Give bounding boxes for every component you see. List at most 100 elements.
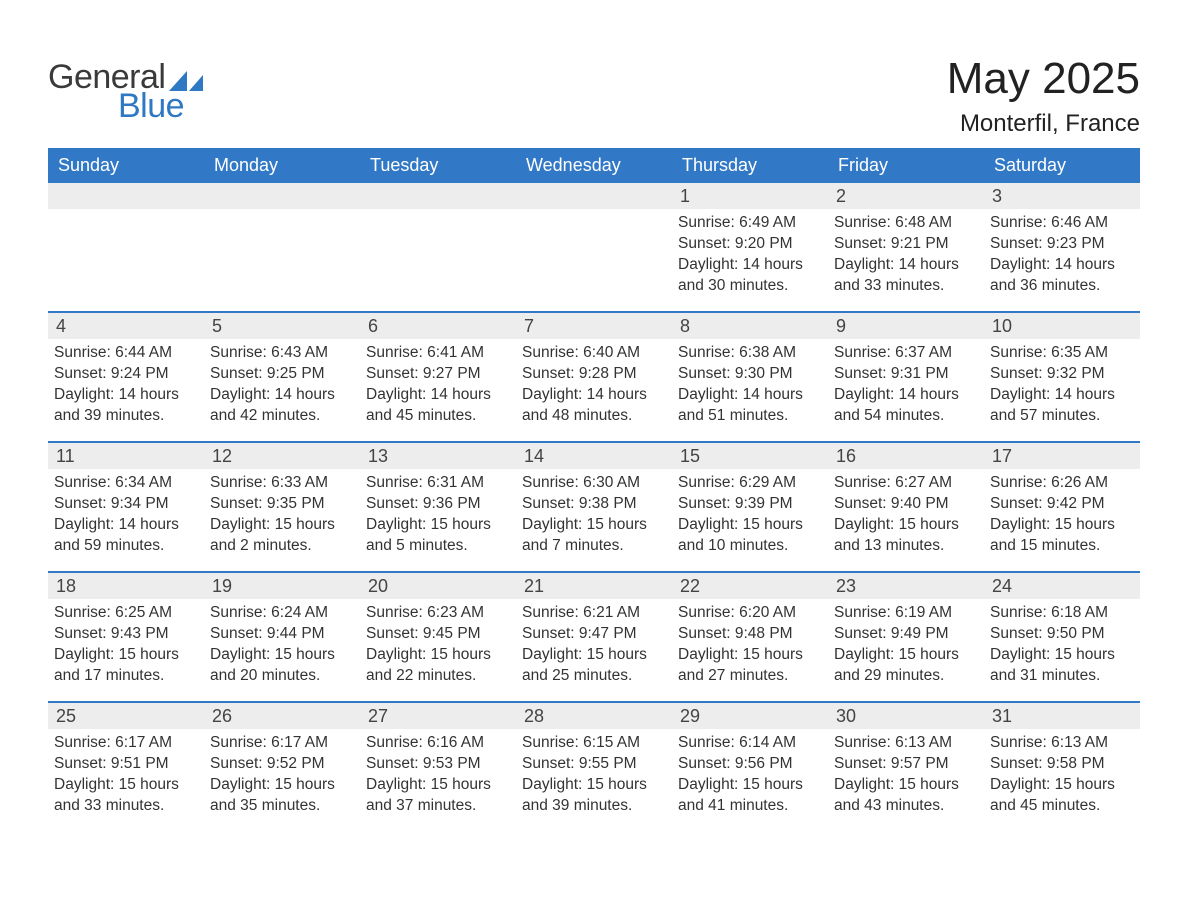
day-detail-line: and 5 minutes. xyxy=(366,536,510,557)
day-detail-line: Daylight: 15 hours xyxy=(54,645,198,666)
day-detail-line: Sunrise: 6:19 AM xyxy=(834,603,978,624)
day-detail-line: and 39 minutes. xyxy=(522,796,666,817)
day-detail-line: Daylight: 15 hours xyxy=(990,775,1134,796)
day-detail-line: Sunrise: 6:20 AM xyxy=(678,603,822,624)
day-detail-line: Sunrise: 6:40 AM xyxy=(522,343,666,364)
day-detail-line: Sunrise: 6:17 AM xyxy=(210,733,354,754)
day-detail-line: Sunset: 9:39 PM xyxy=(678,494,822,515)
day-number: 2 xyxy=(828,183,984,209)
day-details: Sunrise: 6:27 AMSunset: 9:40 PMDaylight:… xyxy=(828,469,984,561)
day-detail-line: and 31 minutes. xyxy=(990,666,1134,687)
day-detail-line: Sunset: 9:47 PM xyxy=(522,624,666,645)
calendar-day-cell: 15Sunrise: 6:29 AMSunset: 9:39 PMDayligh… xyxy=(672,443,828,571)
day-details: Sunrise: 6:16 AMSunset: 9:53 PMDaylight:… xyxy=(360,729,516,821)
day-details: Sunrise: 6:13 AMSunset: 9:57 PMDaylight:… xyxy=(828,729,984,821)
calendar-day-cell: 16Sunrise: 6:27 AMSunset: 9:40 PMDayligh… xyxy=(828,443,984,571)
day-detail-line: Sunset: 9:48 PM xyxy=(678,624,822,645)
day-detail-line: Sunrise: 6:24 AM xyxy=(210,603,354,624)
calendar-day-cell: 27Sunrise: 6:16 AMSunset: 9:53 PMDayligh… xyxy=(360,703,516,831)
day-details: Sunrise: 6:49 AMSunset: 9:20 PMDaylight:… xyxy=(672,209,828,301)
day-number: 16 xyxy=(828,443,984,469)
day-detail-line: Sunset: 9:52 PM xyxy=(210,754,354,775)
day-detail-line: Daylight: 14 hours xyxy=(54,515,198,536)
day-details: Sunrise: 6:40 AMSunset: 9:28 PMDaylight:… xyxy=(516,339,672,431)
day-detail-line: Daylight: 15 hours xyxy=(522,645,666,666)
day-number: 6 xyxy=(360,313,516,339)
day-details: Sunrise: 6:35 AMSunset: 9:32 PMDaylight:… xyxy=(984,339,1140,431)
day-detail-line: and 36 minutes. xyxy=(990,276,1134,297)
dow-saturday: Saturday xyxy=(984,148,1140,183)
calendar-day-cell: 4Sunrise: 6:44 AMSunset: 9:24 PMDaylight… xyxy=(48,313,204,441)
calendar-week: 18Sunrise: 6:25 AMSunset: 9:43 PMDayligh… xyxy=(48,571,1140,701)
calendar-day-cell: 24Sunrise: 6:18 AMSunset: 9:50 PMDayligh… xyxy=(984,573,1140,701)
calendar-day-cell: 8Sunrise: 6:38 AMSunset: 9:30 PMDaylight… xyxy=(672,313,828,441)
title-block: May 2025 Monterfil, France xyxy=(947,40,1140,138)
brand-word-2: Blue xyxy=(118,87,184,126)
day-detail-line: Sunrise: 6:13 AM xyxy=(834,733,978,754)
day-detail-line: Sunset: 9:43 PM xyxy=(54,624,198,645)
day-detail-line: Daylight: 14 hours xyxy=(210,385,354,406)
calendar-day-cell: 22Sunrise: 6:20 AMSunset: 9:48 PMDayligh… xyxy=(672,573,828,701)
day-number: 26 xyxy=(204,703,360,729)
day-detail-line: Sunrise: 6:41 AM xyxy=(366,343,510,364)
location-label: Monterfil, France xyxy=(947,110,1140,138)
day-detail-line: Sunset: 9:24 PM xyxy=(54,364,198,385)
day-details xyxy=(360,209,516,217)
day-detail-line: Sunrise: 6:48 AM xyxy=(834,213,978,234)
day-details: Sunrise: 6:13 AMSunset: 9:58 PMDaylight:… xyxy=(984,729,1140,821)
day-detail-line: and 20 minutes. xyxy=(210,666,354,687)
day-detail-line: Daylight: 14 hours xyxy=(990,255,1134,276)
day-number: 24 xyxy=(984,573,1140,599)
day-detail-line: and 29 minutes. xyxy=(834,666,978,687)
day-detail-line: Sunrise: 6:34 AM xyxy=(54,473,198,494)
day-number: 11 xyxy=(48,443,204,469)
day-detail-line: Sunset: 9:35 PM xyxy=(210,494,354,515)
day-number: 1 xyxy=(672,183,828,209)
day-details: Sunrise: 6:26 AMSunset: 9:42 PMDaylight:… xyxy=(984,469,1140,561)
calendar-day-cell: 1Sunrise: 6:49 AMSunset: 9:20 PMDaylight… xyxy=(672,183,828,311)
calendar-day-cell: 31Sunrise: 6:13 AMSunset: 9:58 PMDayligh… xyxy=(984,703,1140,831)
day-details: Sunrise: 6:25 AMSunset: 9:43 PMDaylight:… xyxy=(48,599,204,691)
day-detail-line: Sunset: 9:36 PM xyxy=(366,494,510,515)
day-detail-line: Sunset: 9:40 PM xyxy=(834,494,978,515)
weeks-container: 1Sunrise: 6:49 AMSunset: 9:20 PMDaylight… xyxy=(48,183,1140,831)
day-details: Sunrise: 6:17 AMSunset: 9:52 PMDaylight:… xyxy=(204,729,360,821)
day-detail-line: and 27 minutes. xyxy=(678,666,822,687)
day-details: Sunrise: 6:41 AMSunset: 9:27 PMDaylight:… xyxy=(360,339,516,431)
day-detail-line: Sunset: 9:50 PM xyxy=(990,624,1134,645)
calendar-day-cell: 9Sunrise: 6:37 AMSunset: 9:31 PMDaylight… xyxy=(828,313,984,441)
day-detail-line: Daylight: 15 hours xyxy=(834,775,978,796)
calendar-day-cell: 11Sunrise: 6:34 AMSunset: 9:34 PMDayligh… xyxy=(48,443,204,571)
day-detail-line: and 33 minutes. xyxy=(54,796,198,817)
day-detail-line: Sunrise: 6:13 AM xyxy=(990,733,1134,754)
calendar-week: 11Sunrise: 6:34 AMSunset: 9:34 PMDayligh… xyxy=(48,441,1140,571)
day-detail-line: Daylight: 15 hours xyxy=(834,515,978,536)
day-detail-line: and 15 minutes. xyxy=(990,536,1134,557)
day-number: 27 xyxy=(360,703,516,729)
day-detail-line: Daylight: 15 hours xyxy=(366,645,510,666)
day-detail-line: Daylight: 15 hours xyxy=(990,645,1134,666)
day-detail-line: Sunrise: 6:30 AM xyxy=(522,473,666,494)
day-details: Sunrise: 6:46 AMSunset: 9:23 PMDaylight:… xyxy=(984,209,1140,301)
day-detail-line: Sunrise: 6:43 AM xyxy=(210,343,354,364)
day-number: 31 xyxy=(984,703,1140,729)
day-detail-line: Sunrise: 6:16 AM xyxy=(366,733,510,754)
day-detail-line: Sunset: 9:55 PM xyxy=(522,754,666,775)
calendar-day-cell xyxy=(516,183,672,311)
day-detail-line: Sunset: 9:28 PM xyxy=(522,364,666,385)
day-detail-line: Daylight: 15 hours xyxy=(210,645,354,666)
dow-friday: Friday xyxy=(828,148,984,183)
calendar-week: 25Sunrise: 6:17 AMSunset: 9:51 PMDayligh… xyxy=(48,701,1140,831)
day-detail-line: and 43 minutes. xyxy=(834,796,978,817)
day-detail-line: Daylight: 15 hours xyxy=(678,515,822,536)
day-of-week-header: Sunday Monday Tuesday Wednesday Thursday… xyxy=(48,148,1140,183)
day-detail-line: Sunset: 9:32 PM xyxy=(990,364,1134,385)
day-detail-line: and 42 minutes. xyxy=(210,406,354,427)
day-details: Sunrise: 6:24 AMSunset: 9:44 PMDaylight:… xyxy=(204,599,360,691)
day-number xyxy=(516,183,672,209)
day-detail-line: Sunrise: 6:46 AM xyxy=(990,213,1134,234)
day-detail-line: and 22 minutes. xyxy=(366,666,510,687)
day-detail-line: Sunrise: 6:27 AM xyxy=(834,473,978,494)
day-detail-line: Daylight: 14 hours xyxy=(678,255,822,276)
day-number: 14 xyxy=(516,443,672,469)
